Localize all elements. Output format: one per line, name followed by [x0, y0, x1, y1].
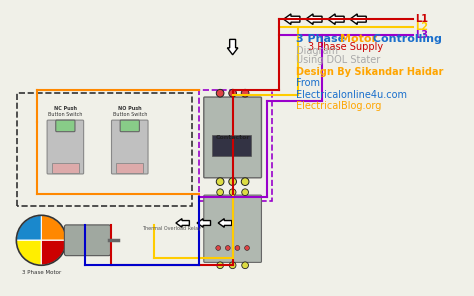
Circle shape: [229, 189, 236, 196]
Circle shape: [226, 246, 230, 250]
Text: NC Push: NC Push: [54, 107, 77, 112]
Text: From: From: [296, 78, 320, 89]
Polygon shape: [283, 14, 300, 25]
Circle shape: [216, 246, 220, 250]
Circle shape: [229, 89, 237, 97]
Text: 3 Phase Motor: 3 Phase Motor: [22, 270, 61, 275]
Text: ElectricalBlog.org: ElectricalBlog.org: [296, 102, 382, 112]
Wedge shape: [16, 215, 41, 240]
Text: L3: L3: [415, 30, 428, 40]
Circle shape: [241, 178, 249, 186]
Circle shape: [216, 89, 224, 97]
Polygon shape: [176, 219, 190, 227]
Polygon shape: [350, 14, 366, 25]
FancyBboxPatch shape: [64, 225, 110, 256]
Bar: [212, 135, 251, 156]
Text: Diagram: Diagram: [296, 46, 338, 56]
FancyBboxPatch shape: [47, 120, 83, 174]
Circle shape: [242, 189, 248, 196]
Text: Electricalonline4u.com: Electricalonline4u.com: [296, 90, 407, 100]
Wedge shape: [41, 215, 66, 240]
FancyBboxPatch shape: [56, 120, 75, 132]
Text: Design By Sikandar Haidar: Design By Sikandar Haidar: [296, 67, 444, 77]
Circle shape: [216, 178, 224, 186]
Polygon shape: [218, 219, 232, 227]
Circle shape: [242, 262, 248, 269]
Text: L1: L1: [415, 14, 428, 24]
Text: NO Push: NO Push: [118, 107, 142, 112]
Wedge shape: [41, 240, 66, 265]
Text: L2: L2: [415, 22, 428, 32]
Polygon shape: [228, 39, 238, 55]
Text: Controlling: Controlling: [369, 34, 442, 44]
Circle shape: [245, 246, 249, 250]
Circle shape: [217, 189, 223, 196]
Polygon shape: [306, 14, 322, 25]
Text: Using DOL Stater: Using DOL Stater: [296, 55, 380, 65]
FancyBboxPatch shape: [120, 120, 139, 132]
Circle shape: [217, 262, 223, 269]
Text: Button Switch: Button Switch: [113, 112, 147, 117]
Circle shape: [235, 246, 240, 250]
Circle shape: [229, 262, 236, 269]
FancyBboxPatch shape: [111, 120, 148, 174]
Bar: [52, 163, 79, 173]
Circle shape: [241, 89, 249, 97]
Circle shape: [229, 178, 237, 186]
Text: 3 Phase: 3 Phase: [296, 34, 349, 44]
Text: Thermal Overload Relay: Thermal Overload Relay: [142, 226, 201, 231]
Text: 3 Phase Supply: 3 Phase Supply: [309, 42, 383, 52]
Text: Button Switch: Button Switch: [48, 112, 82, 117]
Polygon shape: [328, 14, 344, 25]
Bar: [116, 163, 143, 173]
Text: Motor: Motor: [340, 34, 377, 44]
Polygon shape: [197, 219, 210, 227]
Text: Contactor: Contactor: [215, 135, 250, 140]
Wedge shape: [16, 240, 41, 265]
FancyBboxPatch shape: [204, 97, 262, 178]
FancyBboxPatch shape: [204, 195, 262, 262]
